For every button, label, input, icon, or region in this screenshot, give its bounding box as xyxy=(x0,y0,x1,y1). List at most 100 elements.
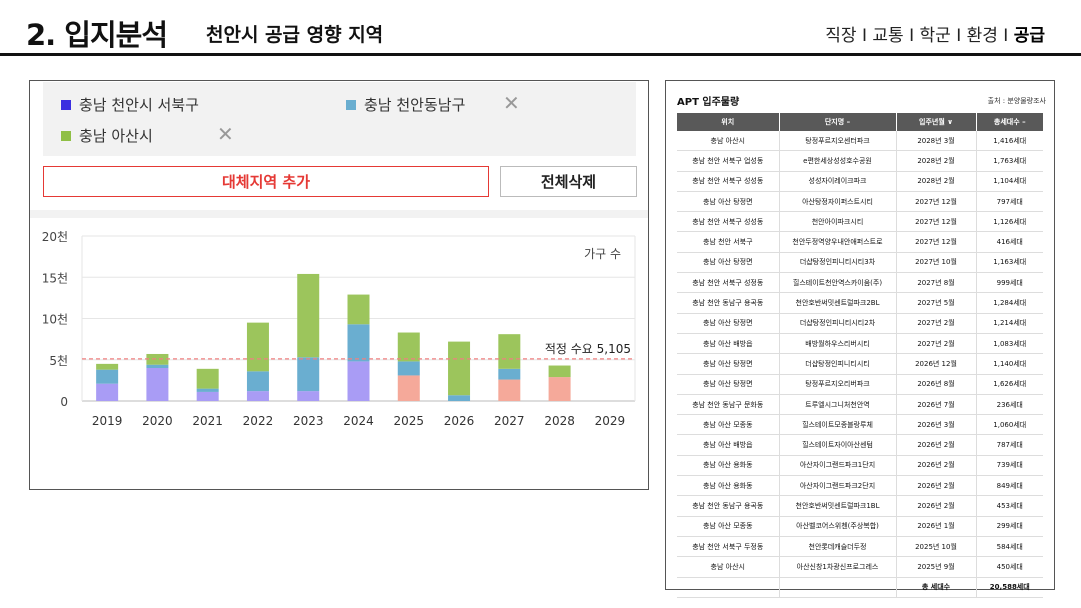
cell-move-in: 2026년 8월 xyxy=(896,374,977,395)
table-row: 충남 아산 배방읍 힐스테이트자이아산센텀 2026년 2월 787세대 xyxy=(677,434,1043,456)
section-nav: 직장 I 교통 I 학군 I 환경 I 공급 xyxy=(825,21,1045,46)
bar-segment xyxy=(347,324,370,362)
table-row: 충남 아산 탕정면 더샵탕정인피니티시티 2026년 12월 1,140세대 xyxy=(677,353,1043,375)
y-tick-label: 10천 xyxy=(42,312,68,327)
add-region-button[interactable]: 대체지역 추가 xyxy=(43,166,489,197)
cell-move-in: 2026년 3월 xyxy=(896,414,977,436)
cell-move-in: 2026년 7월 xyxy=(896,394,977,416)
table-row: 충남 아산 용화동 아산자이그랜드파크1단지 2026년 2월 739세대 xyxy=(677,455,1043,477)
legend-swatch xyxy=(61,99,71,110)
cell-complex: 아산자이그랜드파크2단지 xyxy=(779,475,897,497)
header-units[interactable]: 총세대수 – xyxy=(976,113,1043,131)
bar-segment xyxy=(448,395,471,401)
cell-complex: 아산벨코어스위첸(주상복합) xyxy=(779,516,897,537)
x-tick-label: 2026 xyxy=(444,414,475,428)
cell-empty xyxy=(779,577,897,598)
nav-item-supply[interactable]: 공급 xyxy=(1013,26,1045,46)
remove-region-icon[interactable]: ✕ xyxy=(217,122,234,146)
cell-move-in: 2027년 8월 xyxy=(896,272,977,294)
nav-item-school[interactable]: 학군 xyxy=(919,26,951,46)
bar-segment xyxy=(146,364,169,368)
nav-item-work[interactable]: 직장 xyxy=(825,26,857,46)
cell-location: 충남 아산 탕정면 xyxy=(677,313,780,334)
nav-item-environment[interactable]: 환경 xyxy=(966,26,998,46)
table-row: 충남 천안 서북구 천안두정역양우내안애퍼스트로 2027년 12월 416세대 xyxy=(677,231,1043,253)
table-row: 충남 천안 서북구 성정동 힐스테이트천안역스카이움(주) 2027년 8월 999세… xyxy=(677,272,1043,294)
y-axis-caption: 가구 수 xyxy=(584,247,621,261)
table-row: 충남 천안 서북구 두정동 천안롯데캐슬더두정 2025년 10월 584세대 xyxy=(677,536,1043,558)
cell-complex: 배방월하우스리버시티 xyxy=(779,333,897,355)
cell-location: 충남 천안 동남구 문화동 xyxy=(677,394,780,416)
cell-location: 충남 아산 탕정면 xyxy=(677,374,780,395)
table-row: 충남 천안 동남구 문화동 트루엘시그니처천안역 2026년 7월 236세대 xyxy=(677,394,1043,416)
legend-label: 충남 천안시 서북구 xyxy=(79,96,199,114)
table-row: 충남 아산 용화동 아산자이그랜드파크2단지 2026년 2월 849세대 xyxy=(677,475,1043,497)
cell-units: 1,083세대 xyxy=(976,333,1043,355)
bar-segment xyxy=(397,332,420,362)
table-row: 충남 천안 서북구 업성동 e편한세상성성호수공원 2028년 2월 1,763세대 xyxy=(677,150,1043,172)
cell-location: 충남 아산 탕정면 xyxy=(677,353,780,375)
cell-complex: 더샵탕정인피니티시티3차 xyxy=(779,252,897,274)
table-row: 충남 아산시 탕정푸르지오센터파크 2028년 3월 1,416세대 xyxy=(677,131,1043,152)
table-row: 충남 아산시 아산신창1차광신프로그레스 2025년 9월 450세대 xyxy=(677,556,1043,578)
table-row: 충남 아산 탕정면 탕정푸르지오리버파크 2026년 8월 1,626세대 xyxy=(677,374,1043,395)
x-tick-label: 2021 xyxy=(192,414,223,428)
remove-region-icon[interactable]: ✕ xyxy=(503,91,520,115)
cell-units: 1,416세대 xyxy=(976,131,1043,152)
delete-all-button[interactable]: 전체삭제 xyxy=(500,166,637,197)
cell-location: 충남 아산 배방읍 xyxy=(677,434,780,456)
header-location[interactable]: 위치 xyxy=(677,113,780,131)
cell-move-in: 2027년 2월 xyxy=(896,313,977,334)
bar-segment xyxy=(397,375,420,401)
legend-label: 충남 아산시 xyxy=(79,127,153,145)
legend-item-seobuk: 충남 천안시 서북구 xyxy=(61,94,199,115)
table-source: 출처 : 분양물량조사 xyxy=(987,97,1046,105)
header-divider xyxy=(0,53,1081,56)
header-complex[interactable]: 단지명 – xyxy=(779,113,897,131)
bar-segment xyxy=(498,368,521,380)
table-header-row: 위치 단지명 – 입주년월 ∨ 총세대수 – xyxy=(677,113,1043,131)
bar-segment xyxy=(146,353,169,365)
cell-location: 충남 천안 서북구 업성동 xyxy=(677,150,780,172)
cell-complex: 탕정푸르지오센터파크 xyxy=(779,131,897,152)
bar-segment xyxy=(196,391,219,401)
cell-location: 충남 아산 모종동 xyxy=(677,516,780,537)
cell-move-in: 2027년 12월 xyxy=(896,211,977,233)
cell-units: 416세대 xyxy=(976,231,1043,253)
bar-segment xyxy=(96,369,119,384)
cell-location: 충남 천안 서북구 두정동 xyxy=(677,536,780,558)
bar-segment xyxy=(297,273,320,358)
page-title: 2. 입지분석 xyxy=(26,18,168,52)
cell-units: 1,060세대 xyxy=(976,414,1043,436)
cell-move-in: 2026년 2월 xyxy=(896,495,977,517)
cell-complex: 아산탕정자이퍼스트시티 xyxy=(779,191,897,213)
bar-segment xyxy=(297,391,320,401)
cell-complex: 천안호반써밋센트럴파크1BL xyxy=(779,495,897,517)
table-row: 충남 천안 서북구 성성동 천안아이파크시티 2027년 12월 1,126세대 xyxy=(677,211,1043,233)
table-row: 충남 아산 탕정면 더샵탕정인피니티시티3차 2027년 10월 1,163세대 xyxy=(677,252,1043,274)
cell-units: 787세대 xyxy=(976,434,1043,456)
cell-move-in: 2026년 2월 xyxy=(896,455,977,477)
cell-move-in: 2027년 5월 xyxy=(896,292,977,314)
table-row: 충남 천안 동남구 용곡동 천안호반써밋센트럴파크2BL 2027년 5월 1,284… xyxy=(677,292,1043,314)
cell-complex: 트루엘시그니처천안역 xyxy=(779,394,897,416)
supply-chart-panel: 충남 천안시 서북구 충남 천안동남구 ✕ 충남 아산시 ✕ 대체지역 추가 전… xyxy=(29,80,649,490)
cell-complex: 천안호반써밋센트럴파크2BL xyxy=(779,292,897,314)
x-tick-label: 2028 xyxy=(544,414,575,428)
cell-units: 453세대 xyxy=(976,495,1043,517)
cell-units: 1,140세대 xyxy=(976,353,1043,375)
bar-segment xyxy=(498,334,521,369)
cell-complex: 천안아이파크시티 xyxy=(779,211,897,233)
x-tick-label: 2023 xyxy=(293,414,324,428)
cell-location: 충남 천안 서북구 성성동 xyxy=(677,211,780,233)
cell-location: 충남 아산 배방읍 xyxy=(677,333,780,355)
nav-item-transport[interactable]: 교통 xyxy=(872,26,904,46)
cell-location: 충남 아산시 xyxy=(677,556,780,578)
header-move-in[interactable]: 입주년월 ∨ xyxy=(896,113,977,131)
threshold-label: 적정 수요 5,105 xyxy=(545,342,631,356)
cell-units: 1,626세대 xyxy=(976,374,1043,395)
x-tick-label: 2027 xyxy=(494,414,525,428)
cell-move-in: 2028년 3월 xyxy=(896,131,977,152)
section-divider xyxy=(30,210,648,218)
cell-complex: 더샵탕정인피니티시티2차 xyxy=(779,313,897,334)
